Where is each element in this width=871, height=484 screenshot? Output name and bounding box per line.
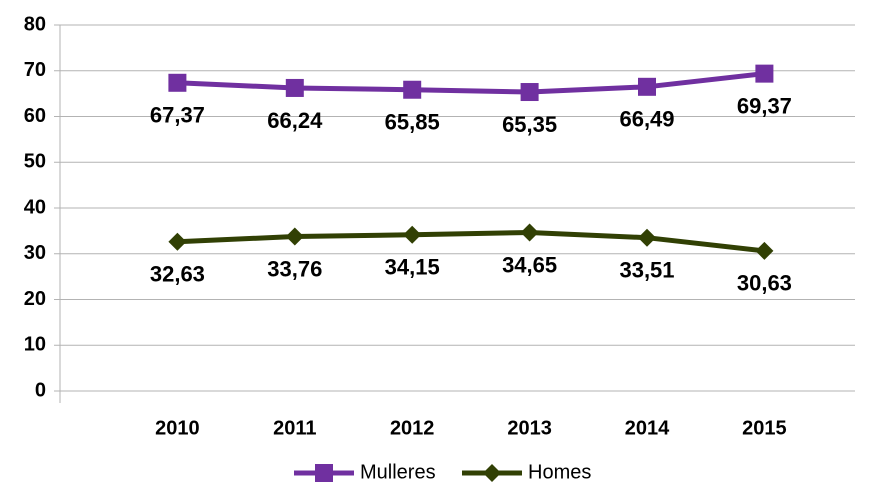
marker [483, 464, 501, 482]
data-label: 33,51 [619, 258, 674, 283]
x-tick-label: 2010 [155, 417, 200, 439]
y-tick-label: 70 [24, 59, 46, 81]
data-label: 66,24 [267, 108, 323, 133]
marker [755, 64, 774, 83]
data-label: 34,65 [502, 252, 557, 277]
marker [285, 227, 304, 246]
series-line [177, 71, 765, 95]
marker [520, 223, 539, 242]
x-tick-label: 2012 [390, 417, 435, 439]
series-line [177, 229, 765, 254]
x-tick-label: 2013 [507, 417, 552, 439]
marker [168, 232, 187, 251]
x-tick-label: 2014 [625, 417, 670, 439]
data-label: 30,63 [737, 271, 792, 296]
data-label: 65,35 [502, 112, 557, 137]
y-tick-label: 20 [24, 288, 46, 310]
x-tick-label: 2015 [742, 417, 787, 439]
y-tick-label: 80 [24, 13, 46, 35]
legend-label: Mulleres [360, 461, 436, 483]
y-tick-label: 50 [24, 151, 46, 173]
data-label: 33,76 [267, 256, 322, 281]
x-tick-label: 2011 [273, 417, 316, 439]
y-tick-label: 60 [24, 105, 46, 127]
marker [168, 73, 187, 92]
marker [403, 225, 422, 244]
data-label: 67,37 [150, 103, 205, 128]
legend-label: Homes [528, 461, 591, 483]
y-tick-label: 10 [24, 334, 46, 356]
data-label: 32,63 [150, 262, 205, 287]
marker [285, 78, 304, 97]
data-label: 34,15 [385, 255, 440, 280]
data-label: 65,85 [385, 110, 440, 135]
marker [403, 80, 422, 99]
data-label: 69,37 [737, 93, 792, 118]
marker [520, 83, 539, 102]
data-label: 66,49 [619, 107, 674, 132]
y-tick-label: 40 [24, 196, 46, 218]
marker [638, 228, 656, 247]
marker [315, 464, 333, 482]
y-tick-label: 30 [24, 242, 46, 264]
marker [638, 77, 656, 96]
marker [755, 241, 774, 260]
y-tick-label: 0 [35, 379, 46, 401]
